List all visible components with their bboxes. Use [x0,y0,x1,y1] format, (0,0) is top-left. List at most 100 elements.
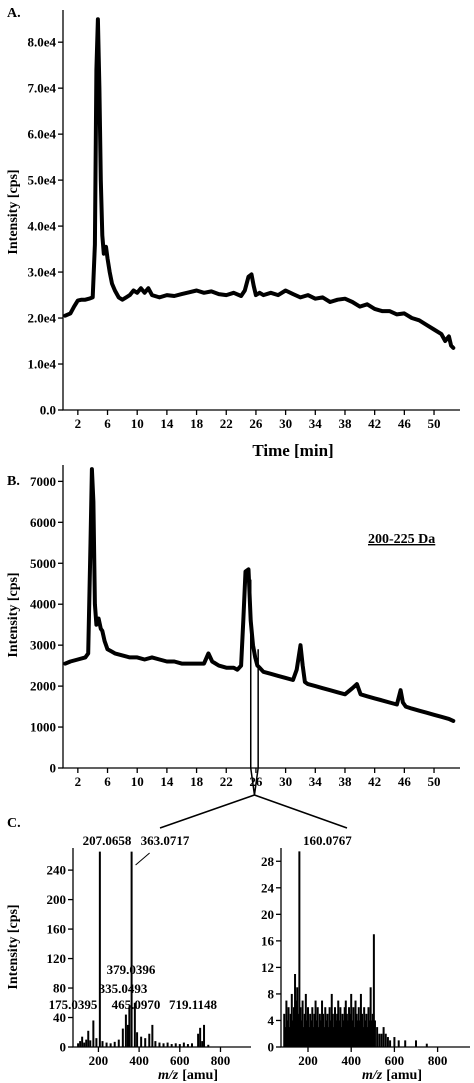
x-tick-label: 42 [368,774,381,789]
y-tick-label: 160 [47,922,67,937]
spectrum-left-y-ticks: 0 40 80 120 160 200 240 [47,863,73,1055]
panel-b-y-ticks: 0 1000 2000 3000 4000 5000 6000 7000 [30,474,63,776]
spectrum-left-peaks [77,851,210,1047]
x-tick-label: 22 [220,774,233,789]
x-tick-label: 18 [190,416,204,431]
spectrum-right-peak-labels: 160.0767 [303,833,352,848]
y-tick-label: 0 [60,1040,67,1055]
spectrum-left-peak-labels: 207.0658 363.0717379.0396335.0493175.0395… [49,833,218,1012]
x-tick-label: 400 [341,1053,361,1068]
spectrum-left-axes [72,848,251,1048]
y-tick-label: 0 [268,1040,275,1055]
panel-a: A. Intensity [cps] Time [min] 0.0 1.0e4 2.… [6,6,460,460]
x-tick-label: 14 [160,416,174,431]
peak-label-leader-line [135,852,150,866]
spectrum-right-peaks [283,851,428,1047]
zoom-connector-lines [159,767,348,829]
panel-b-axes [62,465,460,769]
x-tick-label: 34 [309,416,323,431]
x-tick-label: 2 [75,416,82,431]
panel-a-x-ticks: 2 6 10 14 18 22 26 30 34 38 42 46 50 [75,410,441,431]
mz-unit: [amu] [386,1068,422,1083]
y-tick-label: 1.0e4 [27,357,56,372]
panel-b-y-axis-title: Intensity [cps] [6,572,21,657]
y-tick-label: 4 [268,1013,275,1028]
y-tick-label: 40 [53,1010,66,1025]
panel-b-series-line [63,467,456,723]
y-tick-label: 0 [50,761,57,776]
x-tick-label: 50 [428,416,441,431]
y-tick-label: 4000 [30,597,56,612]
x-tick-label: 30 [279,416,292,431]
y-tick-label: 2.0e4 [27,311,56,326]
x-tick-label: 200 [298,1053,318,1068]
y-tick-label: 5.0e4 [27,173,56,188]
y-tick-label: 80 [53,981,66,996]
peak-label: 465.0970 [112,997,161,1012]
x-tick-label: 800 [211,1053,231,1068]
peak-label: 335.0493 [99,981,148,996]
x-tick-label: 38 [338,774,352,789]
spectrum-left: 0 40 80 120 160 200 240 200 400 600 800 207.0658 3… [47,833,251,1083]
x-tick-label: 200 [89,1053,109,1068]
peak-label: 160.0767 [303,833,352,848]
y-tick-label: 1000 [30,720,56,735]
peak-label: 207.0658 [83,833,132,848]
panel-b-retention-markers [249,579,259,768]
y-tick-label: 24 [261,880,275,895]
x-tick-label: 10 [131,774,144,789]
panel-a-label: A. [7,6,21,21]
panel-a-x-axis-title: Time [min] [252,441,333,460]
y-tick-label: 16 [261,933,275,948]
x-tick-label: 42 [368,416,381,431]
y-tick-label: 7.0e4 [27,81,56,96]
x-tick-label: 34 [309,774,323,789]
peak-label: 363.0717 [141,833,190,848]
spectrum-left-x-ticks: 200 400 600 800 [89,1047,231,1068]
y-tick-label: 8 [268,986,275,1001]
x-tick-label: 26 [249,416,263,431]
mz-label: m/z [158,1068,179,1083]
x-tick-label: 600 [170,1053,190,1068]
spectrum-right-y-ticks: 0 4 8 12 16 20 24 28 [261,854,281,1055]
x-tick-label: 2 [75,774,82,789]
x-tick-label: 22 [220,416,233,431]
peak-label: 379.0396 [107,962,156,977]
spectrum-right-x-axis-title: m/z [amu] [362,1068,422,1083]
y-tick-label: 7000 [30,474,56,489]
y-tick-label: 28 [261,854,275,869]
y-tick-label: 120 [47,951,67,966]
panel-b: B. Intensity [cps] 200-225 Da 0 1000 2000 3… [6,465,460,789]
y-tick-label: 200 [47,892,67,907]
panel-b-annotation: 200-225 Da [368,532,435,547]
x-tick-label: 50 [428,774,441,789]
x-tick-label: 30 [279,774,292,789]
x-tick-label: 14 [160,774,174,789]
x-tick-label: 18 [190,774,204,789]
panel-a-y-ticks: 0.0 1.0e4 2.0e4 3.0e4 4.0e4 5.0e4 6.0e4 7.0e4 8.… [27,35,63,418]
y-tick-label: 4.0e4 [27,219,56,234]
panel-b-label: B. [7,474,20,489]
x-tick-label: 6 [104,774,111,789]
panel-c-y-axis-title: Intensity [cps] [6,904,21,989]
panel-c-label: C. [7,816,21,831]
x-tick-label: 46 [398,774,412,789]
mz-unit: [amu] [182,1068,218,1083]
x-tick-label: 6 [104,416,111,431]
y-tick-label: 5000 [30,556,56,571]
spectrum-right-x-ticks: 200 400 600 800 [298,1047,447,1068]
y-tick-label: 8.0e4 [27,35,56,50]
panel-a-axes [62,10,460,411]
y-tick-label: 240 [47,863,67,878]
x-tick-label: 10 [131,416,144,431]
y-tick-label: 6000 [30,515,56,530]
y-tick-label: 3000 [30,638,56,653]
x-tick-label: 38 [338,416,352,431]
x-tick-label: 600 [385,1053,405,1068]
mz-label: m/z [362,1068,383,1083]
y-tick-label: 0.0 [40,403,56,418]
y-tick-label: 2000 [30,679,56,694]
y-tick-label: 6.0e4 [27,127,56,142]
spectrum-right: 0 4 8 12 16 20 24 28 200 400 600 800 160.0767 m/z[… [261,833,470,1083]
